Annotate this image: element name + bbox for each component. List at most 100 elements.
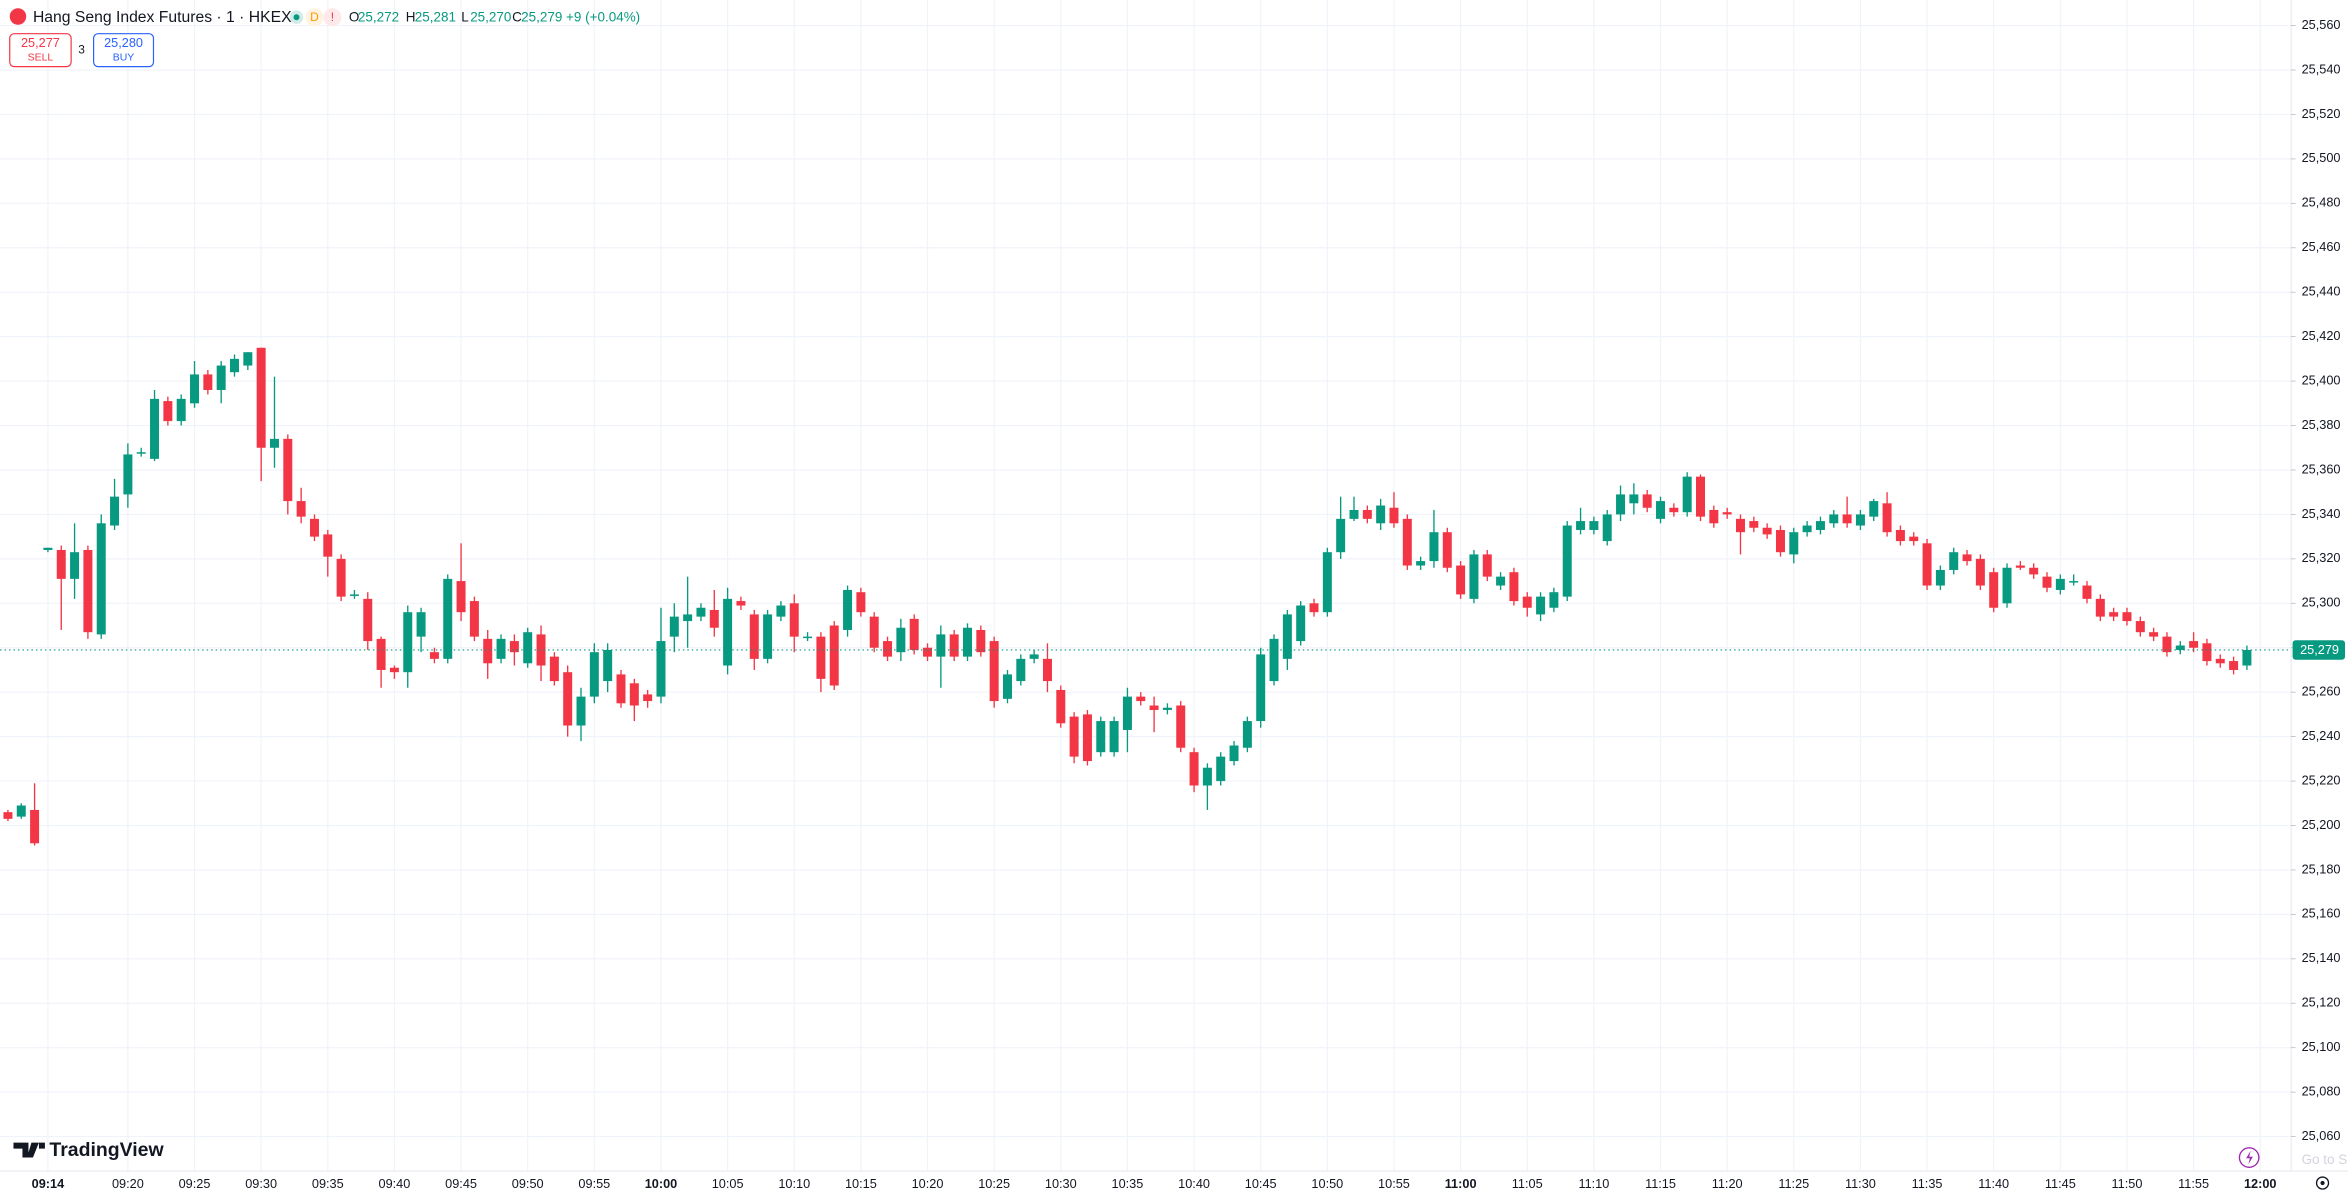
candle-body <box>2082 585 2092 599</box>
x-tick-label: 10:45 <box>1245 1176 1277 1191</box>
x-tick-label: 10:15 <box>845 1176 877 1191</box>
buy-button[interactable] <box>92 33 155 68</box>
tv-logo[interactable]: TradingView <box>49 1139 164 1161</box>
candle-body <box>603 649 613 682</box>
candle-body <box>2229 661 2239 670</box>
y-tick-label: 25,380 <box>2302 417 2341 432</box>
candle-body <box>203 374 213 390</box>
candle-body <box>1496 576 1506 586</box>
badge-bg[interactable] <box>305 8 324 27</box>
candle-body <box>469 601 479 637</box>
x-tick-label: 11:40 <box>1978 1176 2009 1191</box>
y-tick-label: 25,300 <box>2302 595 2341 610</box>
candle-body <box>1416 561 1426 566</box>
sell-label[interactable]: SELL <box>28 52 54 63</box>
x-tick-label: 09:25 <box>179 1176 211 1191</box>
x-tick-label: 11:30 <box>1845 1176 1876 1191</box>
candle-body <box>536 634 546 666</box>
candle-body <box>1349 509 1359 519</box>
candle-body <box>589 652 599 697</box>
candle-body <box>1882 503 1892 533</box>
candle-body <box>2002 567 2012 604</box>
y-tick-label: 25,240 <box>2302 728 2341 743</box>
candle-body <box>696 607 706 617</box>
buy-label[interactable]: BUY <box>113 52 135 63</box>
candle-body <box>1389 507 1399 524</box>
last-price-box <box>2292 640 2346 660</box>
sell-button[interactable] <box>9 33 72 68</box>
x-tick-label: 11:20 <box>1712 1176 1743 1191</box>
candle-body <box>163 401 173 422</box>
candle-body <box>709 609 719 628</box>
candle-body <box>1202 767 1212 786</box>
candle-body <box>2202 643 2212 662</box>
candle-body <box>269 438 279 448</box>
legend-value: 25,272 <box>358 10 399 25</box>
candle-body <box>403 612 413 673</box>
candle-body <box>963 627 972 657</box>
go-to-realtime[interactable]: Go to S <box>2302 1152 2348 1167</box>
badge-bg[interactable] <box>323 8 342 27</box>
candle-body <box>2095 598 2105 617</box>
x-tick-label: 11:25 <box>1778 1176 1809 1191</box>
candle-body <box>989 641 999 702</box>
candle-body <box>1069 716 1079 757</box>
settings-button[interactable] <box>2315 1176 2330 1190</box>
candle-body <box>1176 705 1186 748</box>
candle-body <box>1536 596 1546 615</box>
sell-price[interactable]: 25,277 <box>21 35 60 50</box>
y-tick-label: 25,140 <box>2302 950 2341 965</box>
lightning-button[interactable] <box>2238 1147 2260 1168</box>
x-tick-label: 10:35 <box>1112 1176 1144 1191</box>
candle-body <box>2215 658 2225 664</box>
candle-body <box>896 627 906 653</box>
tv-logo-mark[interactable] <box>13 1142 45 1158</box>
x-tick-label: 10:20 <box>912 1176 944 1191</box>
spread: 3 <box>78 42 85 56</box>
y-tick-label: 25,160 <box>2302 906 2341 921</box>
x-tick-label: 10:30 <box>1045 1176 1077 1191</box>
legend-label: O <box>349 10 359 25</box>
badge[interactable]: D <box>310 10 319 24</box>
candle-body <box>1056 689 1066 724</box>
candle-body <box>1962 554 1972 562</box>
candle-body <box>1576 521 1586 530</box>
candle-body <box>1762 527 1772 535</box>
buy-price[interactable]: 25,280 <box>104 35 143 50</box>
candle-body <box>1642 494 1652 508</box>
candle-body <box>763 614 773 659</box>
legend-value: 25,270 <box>470 10 511 25</box>
axes: 25,060 25,080 25,100 25,120 25,140 25,160 25,1… <box>32 17 2346 1191</box>
y-tick-label: 25,100 <box>2302 1039 2341 1054</box>
candle-body <box>2242 649 2252 666</box>
x-tick-label: 10:55 <box>1378 1176 1410 1191</box>
candle-body <box>1775 529 1785 553</box>
candle-body <box>1122 696 1132 730</box>
candle-body <box>216 365 226 390</box>
candle-body <box>1269 638 1279 682</box>
candle-body <box>976 629 986 653</box>
candle-body <box>656 641 666 697</box>
candle-body <box>843 589 853 630</box>
candle-body <box>349 594 359 596</box>
y-tick-label: 25,480 <box>2302 195 2341 210</box>
candle-body <box>16 805 26 817</box>
y-tick-label: 25,220 <box>2302 772 2341 787</box>
x-tick-label: 11:15 <box>1645 1176 1676 1191</box>
candle-body <box>283 438 293 502</box>
x-tick-label: 09:50 <box>512 1176 544 1191</box>
legend-value: 25,279 <box>521 10 562 25</box>
candle-body <box>1336 518 1346 553</box>
x-tick-label: 09:55 <box>578 1176 610 1191</box>
candle-body <box>123 454 133 495</box>
x-tick-label: 10:10 <box>778 1176 810 1191</box>
y-tick-label: 25,120 <box>2302 995 2341 1010</box>
badge[interactable]: ! <box>331 10 334 24</box>
candle-body <box>1456 565 1466 595</box>
candle-body <box>1136 696 1146 702</box>
candle-body <box>829 625 839 686</box>
symbol-title[interactable]: Hang Seng Index Futures · 1 · HKEX <box>33 9 292 26</box>
candle-body <box>2055 578 2065 590</box>
candle-body <box>576 696 586 726</box>
x-tick-label: 09:30 <box>245 1176 277 1191</box>
